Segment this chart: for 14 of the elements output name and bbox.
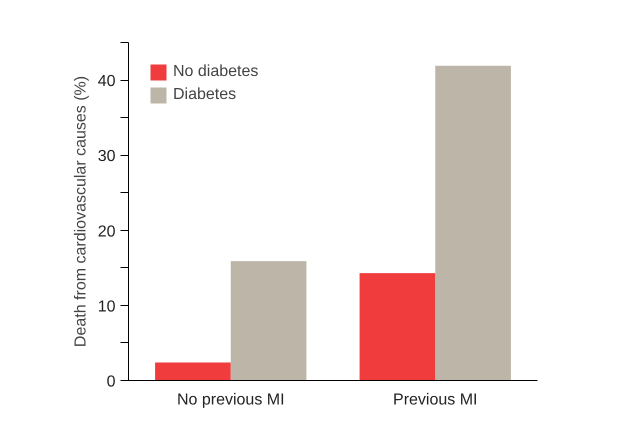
y-tick-label: 0	[106, 374, 116, 390]
x-tick-label: Previous MI	[393, 392, 478, 408]
y-tick-label: 10	[98, 298, 116, 316]
bar	[435, 66, 511, 380]
bar	[360, 273, 436, 380]
bar	[230, 261, 306, 380]
y-tick-label: 20	[98, 223, 116, 240]
legend-label: Diabetes	[173, 86, 236, 104]
y-axis-title: Death from cardiovascular causes (%)	[72, 76, 90, 348]
bar	[155, 362, 231, 380]
x-tick-label: No previous MI	[176, 392, 285, 408]
y-tick-label: 30	[98, 148, 116, 166]
y-tick-label: 40	[98, 73, 116, 90]
legend-label: No diabetes	[173, 63, 258, 81]
